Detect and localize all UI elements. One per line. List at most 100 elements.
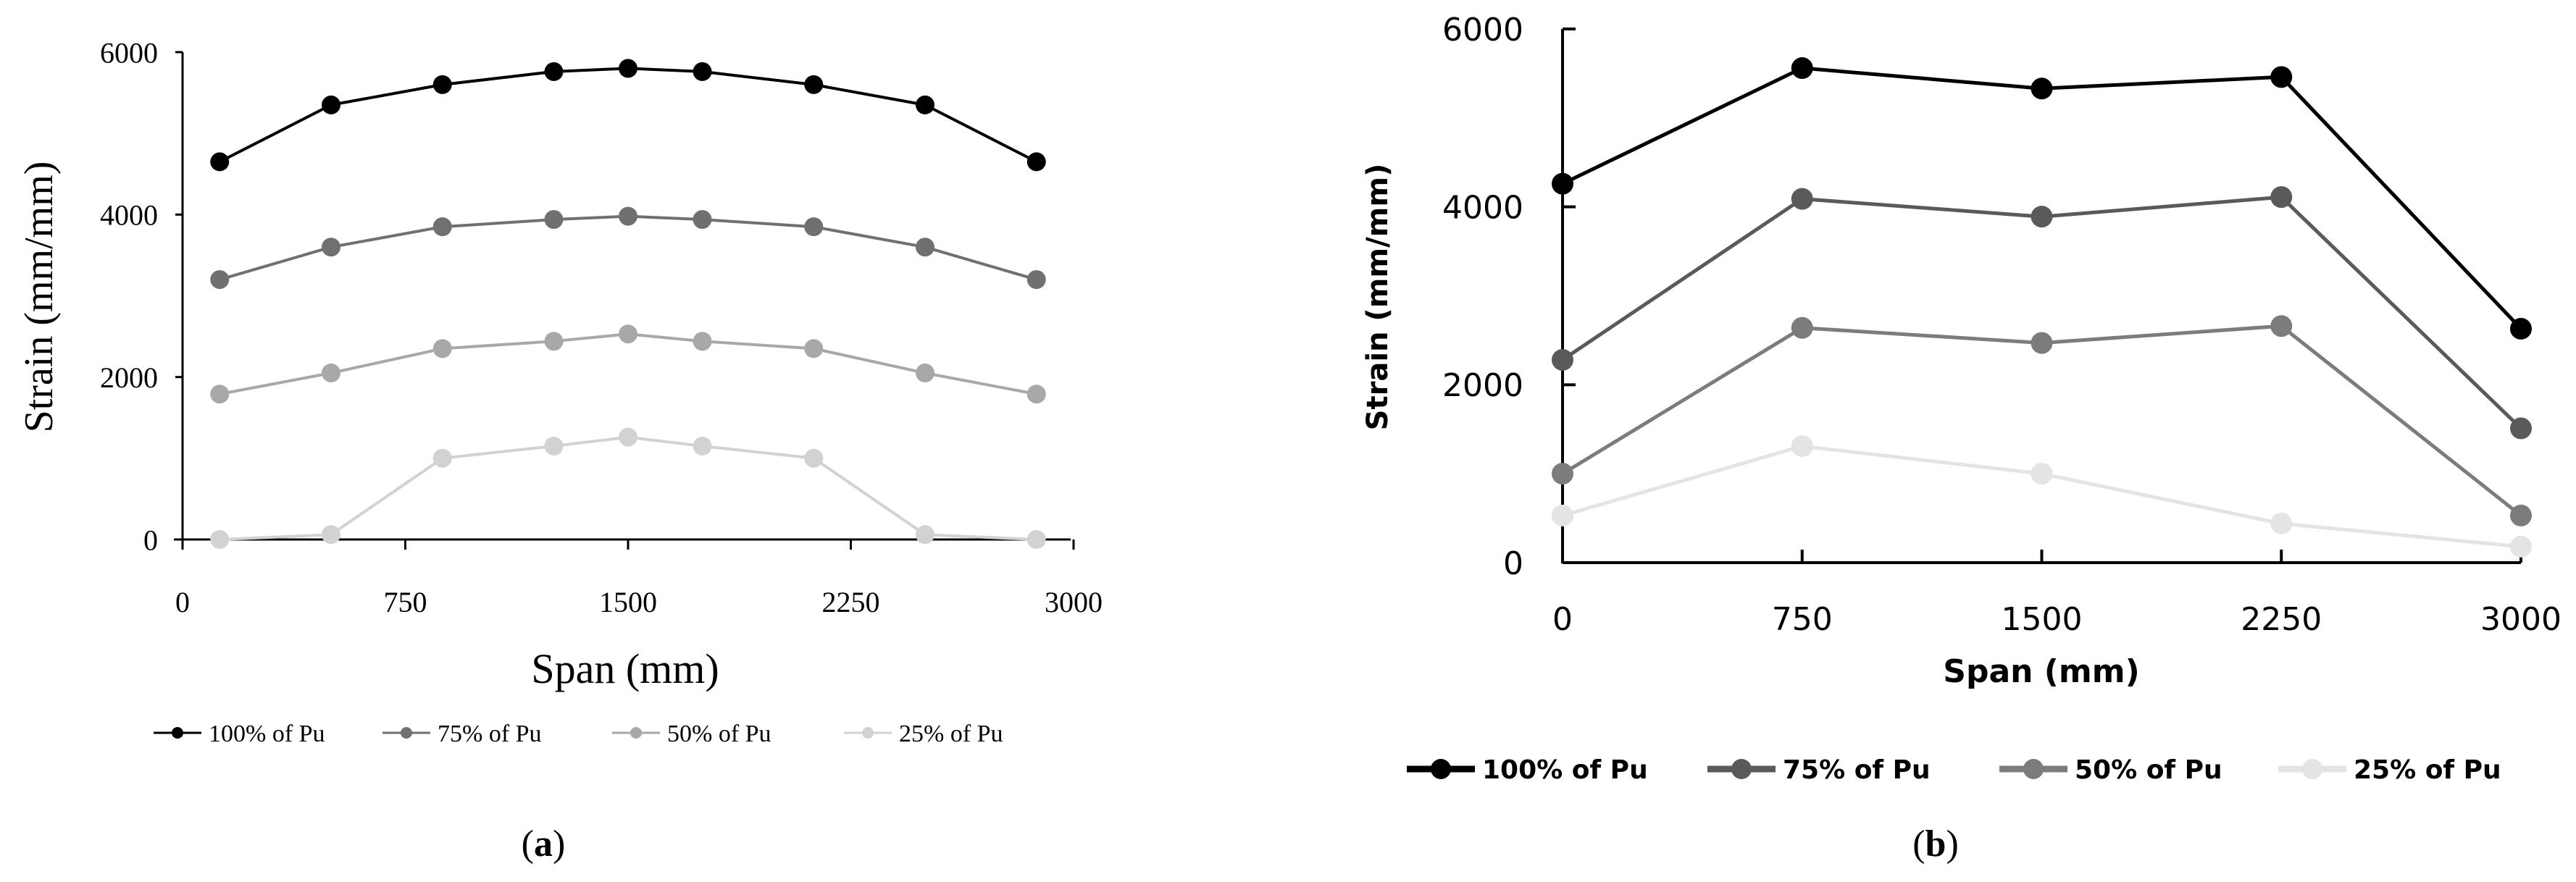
legend-item: 75% of Pu [1707,755,1931,785]
data-point [804,448,824,468]
series-4 [1552,435,2532,558]
legend-swatch-marker [630,727,642,739]
legend: 100% of Pu 75% of Pu 50% of Pu 25% of Pu [154,721,1003,747]
data-point [2270,186,2293,209]
data-point [2031,463,2053,485]
data-point [544,332,564,351]
series-line [1561,195,2522,430]
legend-item: 100% of Pu [1407,755,1648,785]
data-point [916,95,934,114]
data-point [210,270,230,290]
x-tick-label: 1500 [2002,601,2083,638]
panel-label-open: ( [522,823,534,865]
data-point [619,427,637,447]
panel-label-letter: b [1925,823,1946,865]
legend-item: 75% of Pu [382,721,542,747]
panel-label: (a) [522,823,566,865]
series-3 [210,324,1046,404]
data-point [544,62,564,81]
data-point [1026,385,1046,404]
legend-swatch-marker [172,727,183,739]
axes: 0 750 1500 2250 3000 0 2000 4000 6000 [100,36,1103,618]
data-point [2270,66,2293,88]
data-point [2270,315,2293,337]
data-point [619,206,637,226]
data-point [2031,206,2053,228]
data-point [544,210,564,230]
x-tick-label: 0 [1552,601,1573,638]
data-point [322,364,340,383]
legend-item: 50% of Pu [1999,755,2222,785]
data-point [2510,317,2532,340]
data-point [544,437,564,456]
legend-item: 100% of Pu [154,721,325,747]
data-point [322,95,340,114]
series-line [1561,324,2522,517]
data-point [210,152,230,172]
data-point [1791,188,1813,210]
data-point [916,364,934,383]
panel-label: (b) [1912,823,1959,865]
data-point [2510,504,2532,526]
data-point [1026,530,1046,549]
x-axis-label: Span (mm) [1943,653,2139,690]
series-2 [1552,186,2532,440]
y-axis-label: Strain (mm/mm) [1361,164,1394,431]
legend-item: 25% of Pu [2278,755,2501,785]
data-point [804,75,824,94]
data-point [804,339,824,358]
data-point [322,238,340,257]
legend-label: 100% of Pu [1482,755,1648,785]
y-tick-label: 4000 [1442,190,1523,227]
y-tick-label: 4000 [100,199,158,232]
data-point [2031,77,2053,100]
data-point [693,62,712,81]
series-line [219,67,1037,164]
series-line [1562,444,2522,549]
data-point [804,217,824,237]
legend-label: 25% of Pu [899,721,1003,747]
data-point [2510,417,2532,440]
y-tick-label: 0 [143,524,158,556]
series-2 [210,206,1046,290]
data-point [1791,435,1813,458]
chart-b: 0 750 1500 2250 3000 0 2000 4000 6000 Span (mm) St… [1361,12,2562,865]
panel-label-close: ) [553,823,565,865]
legend-swatch-marker [401,727,412,739]
data-point [2270,512,2293,534]
x-tick-label: 2250 [2241,601,2322,638]
x-tick-label: 3000 [2480,601,2562,638]
legend-label: 50% of Pu [667,721,771,747]
legend-swatch-marker [2023,759,2044,779]
legend-item: 25% of Pu [844,721,1003,747]
legend-label: 50% of Pu [2075,755,2222,785]
legend-label: 75% of Pu [438,721,542,747]
y-tick-label: 2000 [1442,367,1523,404]
chart-a: 0 750 1500 2250 3000 0 2000 4000 6000 Span (mm) St… [17,36,1103,865]
data-point [322,525,340,545]
data-point [916,238,934,257]
data-point [916,525,934,545]
y-tick-label: 6000 [100,36,158,69]
data-point [210,530,230,549]
legend-swatch-marker [1731,759,1752,779]
panel-label-open: ( [1912,823,1925,865]
data-point [1026,152,1046,172]
series-line [219,214,1037,282]
legend-swatch-marker [2302,759,2322,779]
y-tick-label: 6000 [1442,12,1523,49]
x-tick-label: 750 [1772,601,1833,638]
legend-item: 50% of Pu [612,721,771,747]
series-line [219,435,1037,541]
legend-swatch-marker [862,727,874,739]
panel-label-letter: a [534,823,553,865]
series-1 [210,59,1046,172]
y-tick-label: 0 [1503,545,1523,582]
x-tick-label: 0 [175,586,190,618]
data-point [693,210,712,230]
data-point [432,217,452,237]
y-tick-label: 2000 [100,361,158,394]
data-point [432,75,452,94]
data-point [1552,463,1573,485]
